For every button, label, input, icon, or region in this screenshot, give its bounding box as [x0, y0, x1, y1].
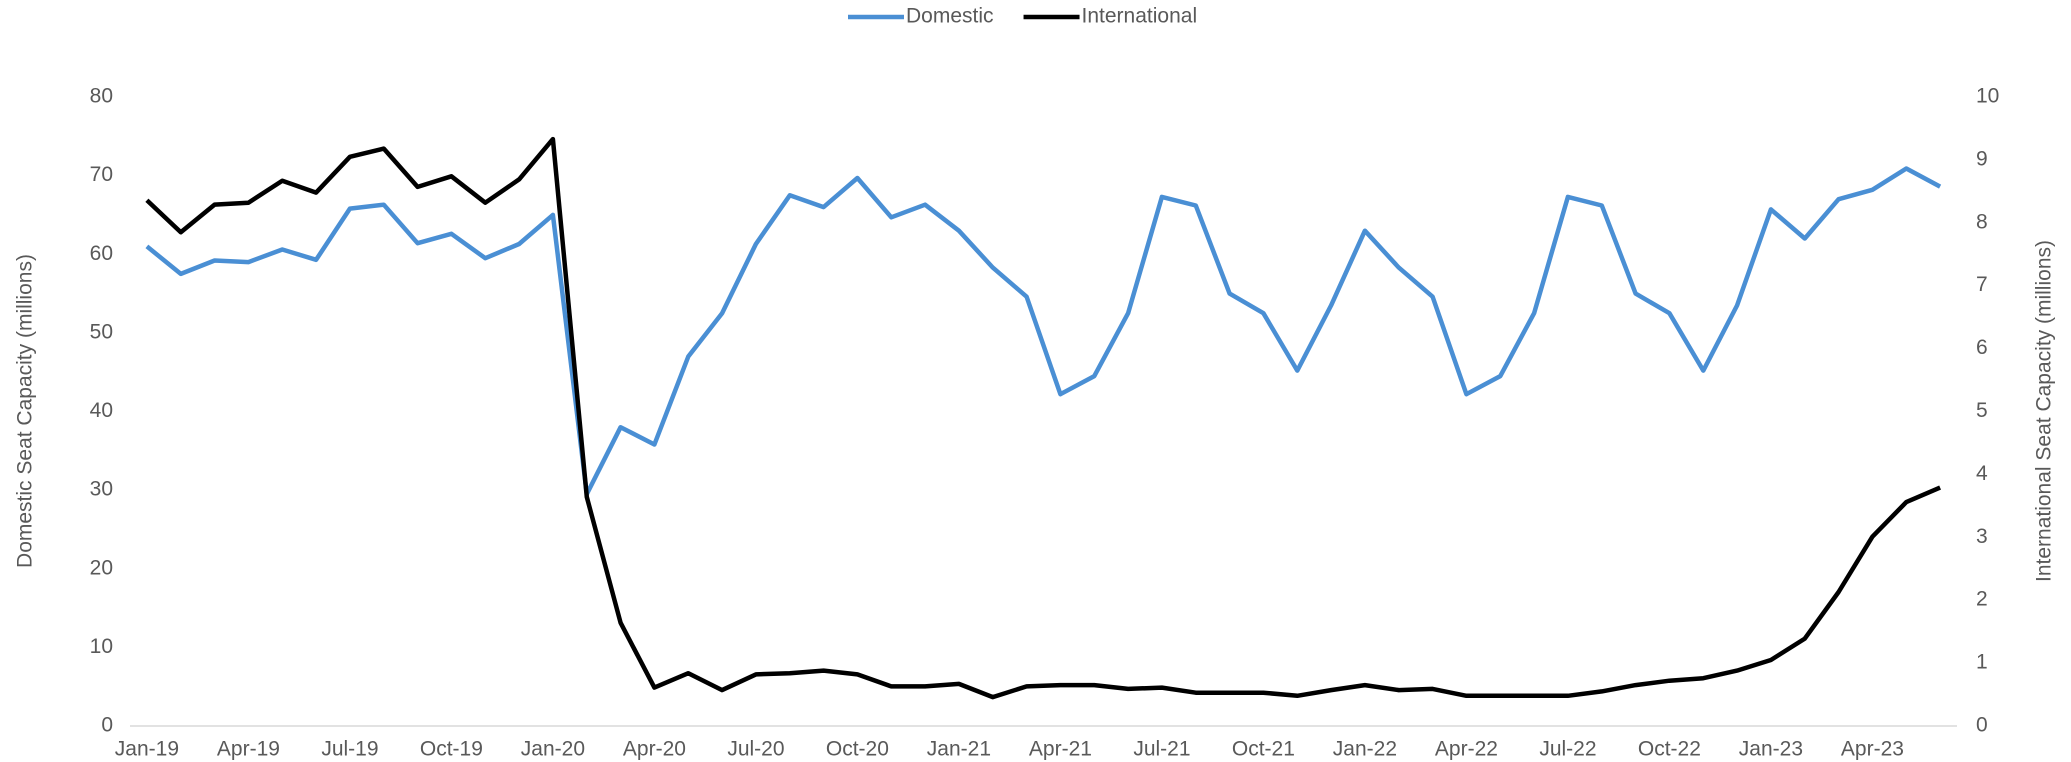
x-tick-label: Oct-21 — [1232, 738, 1295, 761]
y2-tick-label: 3 — [1976, 525, 1988, 548]
line-1 — [145, 136, 1941, 700]
y2-axis-title: International Seat Capacity (millions) — [2033, 240, 2056, 582]
x-tick-label: Jan-23 — [1739, 738, 1803, 761]
y2-tick-label: 7 — [1976, 273, 1988, 296]
x-tick-label: Apr-20 — [623, 738, 686, 761]
x-tick-label: Apr-21 — [1029, 738, 1092, 761]
x-tick-label: Oct-22 — [1638, 738, 1701, 761]
y2-tick-label: 6 — [1976, 336, 1988, 359]
x-tick-label: Jan-20 — [521, 738, 585, 761]
y-tick-label: 40 — [90, 399, 113, 422]
line-0 — [145, 166, 1942, 497]
x-tick-label: Oct-20 — [826, 738, 889, 761]
x-tick-label: Jan-22 — [1333, 738, 1397, 761]
y2-tick-label: 2 — [1976, 588, 1988, 611]
x-tick-label: Jul-20 — [727, 738, 784, 761]
x-tick-label: Jul-21 — [1133, 738, 1190, 761]
x-tick-label: Jul-19 — [321, 738, 378, 761]
x-tick-label: Oct-19 — [420, 738, 483, 761]
y-tick-label: 0 — [101, 714, 113, 737]
y2-tick-label: 5 — [1976, 399, 1988, 422]
y-tick-label: 20 — [90, 556, 113, 579]
y-axis-title: Domestic Seat Capacity (millions) — [14, 254, 37, 568]
y2-tick-label: 1 — [1976, 651, 1988, 674]
y2-tick-label: 10 — [1976, 85, 1999, 108]
y2-tick-label: 4 — [1976, 462, 1988, 485]
y2-tick-label: 9 — [1976, 147, 1988, 170]
y-tick-label: 30 — [90, 478, 113, 501]
y-tick-label: 60 — [90, 242, 113, 265]
y-tick-label: 50 — [90, 320, 113, 343]
y2-tick-label: 8 — [1976, 210, 1988, 233]
x-tick-label: Apr-19 — [217, 738, 280, 761]
x-tick-label: Apr-23 — [1841, 738, 1904, 761]
x-tick-label: Jan-19 — [115, 738, 179, 761]
x-tick-label: Jul-22 — [1539, 738, 1596, 761]
y-tick-label: 80 — [90, 85, 113, 108]
x-tick-label: Apr-22 — [1435, 738, 1498, 761]
legend-label: Domestic — [906, 5, 994, 28]
x-tick-label: Jan-21 — [927, 738, 991, 761]
y-tick-label: 70 — [90, 163, 113, 186]
legend-label: International — [1082, 5, 1198, 28]
y-tick-label: 10 — [90, 635, 113, 658]
y2-tick-label: 0 — [1976, 714, 1988, 737]
